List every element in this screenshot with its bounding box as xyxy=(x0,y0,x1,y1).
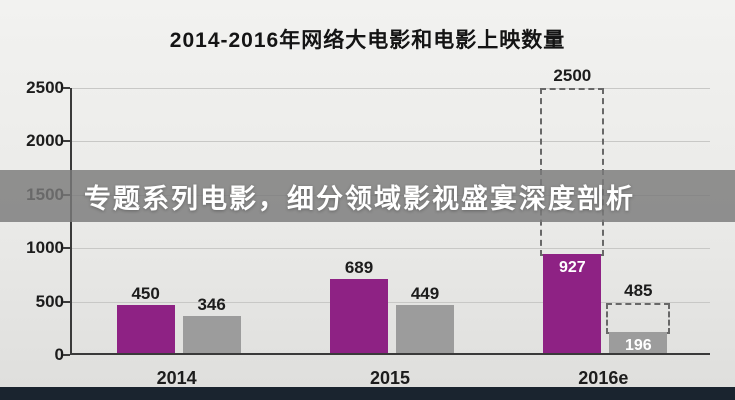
y-tick xyxy=(63,140,70,143)
bar xyxy=(543,254,602,353)
gridline xyxy=(72,248,710,250)
y-tick xyxy=(63,354,70,356)
y-tick-label: 2500 xyxy=(26,78,64,97)
y-tick xyxy=(63,300,70,303)
gridline xyxy=(72,88,710,89)
bar xyxy=(116,304,175,353)
plot-area: 0500100015002000250045034668944925009274… xyxy=(26,66,710,364)
gridline xyxy=(72,301,710,303)
bar-value-label: 346 xyxy=(197,295,226,315)
bar xyxy=(182,316,241,353)
y-tick xyxy=(63,87,70,89)
y-tick-label: 500 xyxy=(35,291,64,311)
y-tick-label: 0 xyxy=(54,345,64,364)
bar xyxy=(609,332,668,353)
bar-value-label: 449 xyxy=(410,284,440,304)
bar-value-label: 689 xyxy=(344,258,374,278)
footer-bar xyxy=(0,387,735,400)
bar-value-label: 196 xyxy=(624,337,652,355)
bar-value-label: 450 xyxy=(131,283,160,303)
gridline xyxy=(72,141,710,143)
chart-title: 2014-2016年网络大电影和电影上映数量 xyxy=(169,29,566,52)
y-tick-label: 2000 xyxy=(26,131,64,151)
projected-value-label: 485 xyxy=(624,281,653,301)
bar xyxy=(330,279,388,353)
x-tick-label: 2015 xyxy=(369,368,411,388)
overlay-banner: 专题系列电影，细分领域影视盛宴深度剖析 xyxy=(0,170,735,222)
y-tick-label: 1000 xyxy=(26,238,64,258)
bar xyxy=(396,305,454,353)
x-tick-label: 2014 xyxy=(156,368,197,388)
projected-value-label: 2500 xyxy=(553,66,592,85)
overlay-banner-text: 专题系列电影，细分领域影视盛宴深度剖析 xyxy=(84,183,635,214)
projected-range-box xyxy=(606,303,671,335)
y-tick xyxy=(63,247,70,250)
bar-value-label: 927 xyxy=(558,258,586,276)
x-tick-label: 2016e xyxy=(578,368,629,388)
